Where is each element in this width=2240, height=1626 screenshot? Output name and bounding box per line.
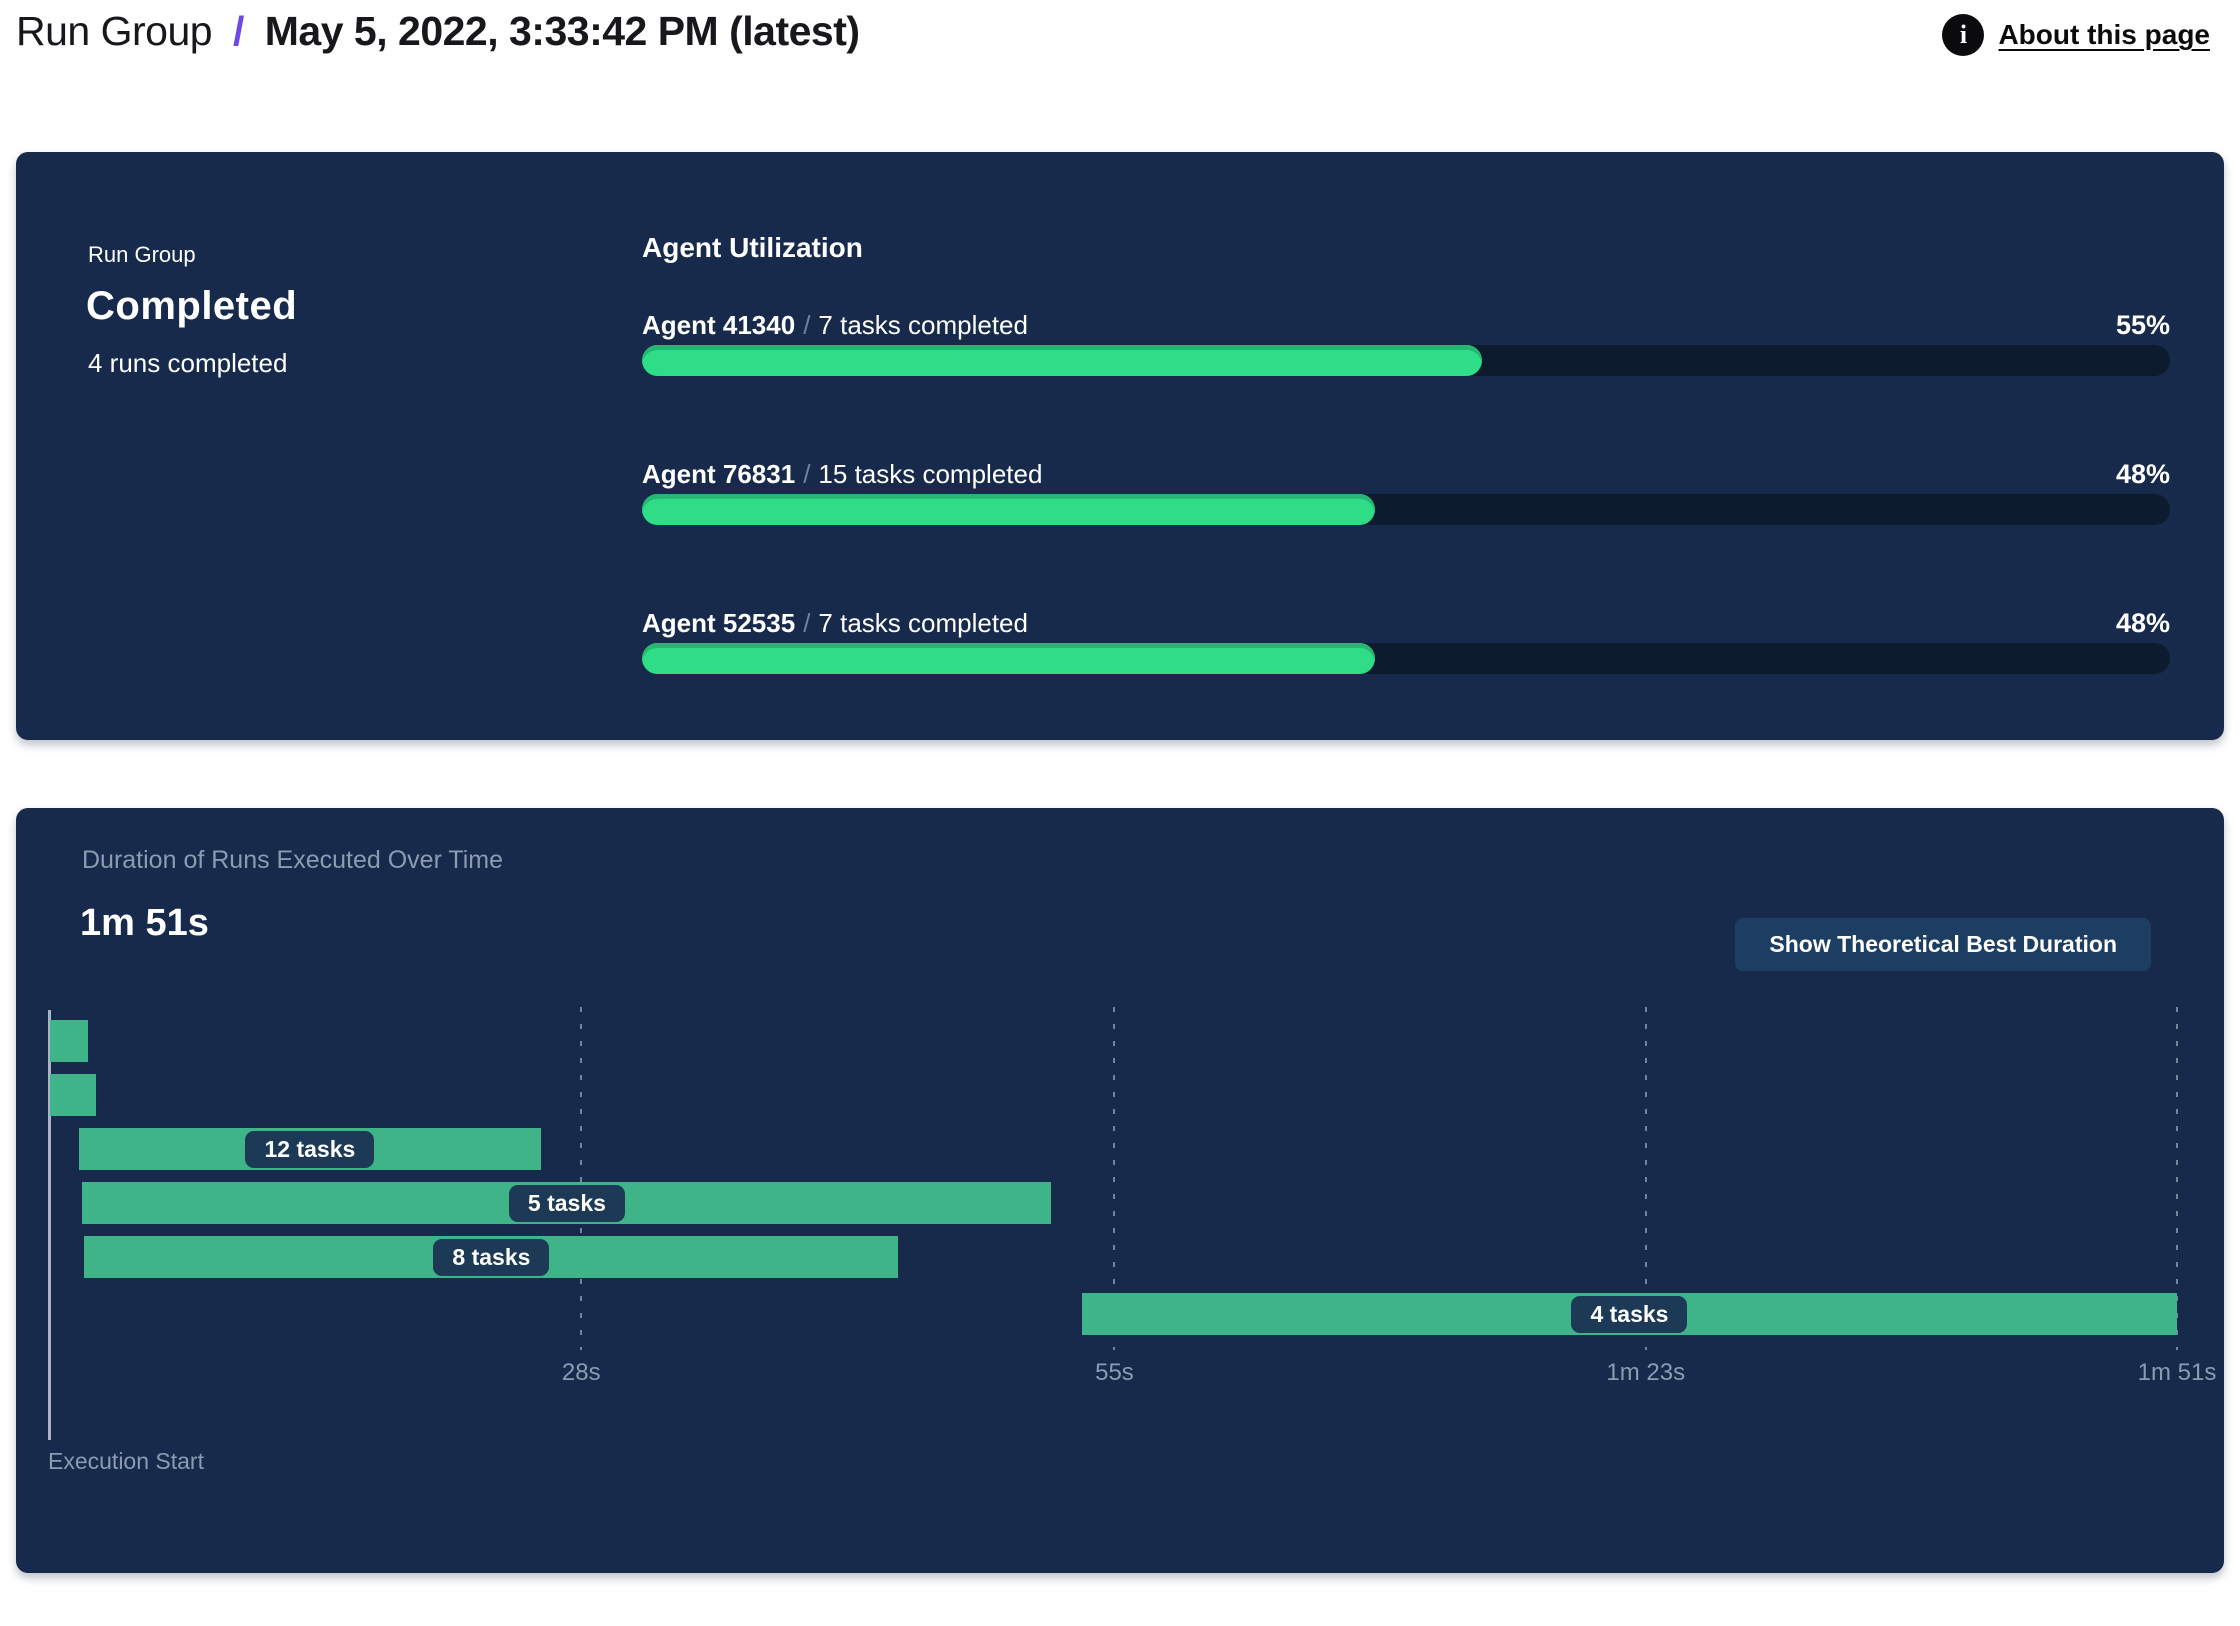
agent-tasks-completed: 15 tasks completed bbox=[818, 459, 1043, 489]
duration-chart-title: Duration of Runs Executed Over Time bbox=[82, 846, 504, 874]
run-duration-bar[interactable] bbox=[50, 1020, 89, 1062]
task-count-badge: 5 tasks bbox=[508, 1184, 625, 1222]
time-gridline bbox=[1113, 1007, 1116, 1350]
agent-label-slash: / bbox=[803, 310, 811, 340]
agent-progress-fill bbox=[642, 494, 1376, 525]
agent-row-label: Agent 76831/15 tasks completed bbox=[642, 459, 1942, 490]
info-icon: i bbox=[1942, 14, 1985, 56]
status-eyebrow: Run Group bbox=[88, 242, 196, 267]
task-count-badge: 4 tasks bbox=[1571, 1295, 1688, 1333]
run-duration-bar[interactable]: 8 tasks bbox=[84, 1236, 899, 1278]
agent-progress-fill bbox=[642, 643, 1376, 674]
agent-label-slash: / bbox=[803, 608, 811, 638]
breadcrumb-separator: / bbox=[232, 8, 244, 54]
agent-row-label: Agent 52535/7 tasks completed bbox=[642, 608, 1942, 639]
axis-tick-label: 1m 51s bbox=[2137, 1359, 2217, 1386]
status-value: Completed bbox=[86, 284, 298, 328]
agent-utilization-percent: 48% bbox=[2115, 608, 2170, 638]
agent-progress-fill bbox=[642, 345, 1483, 376]
run-group-status-panel: Run Group Completed 4 runs completed Age… bbox=[16, 152, 2224, 740]
execution-start-label: Execution Start bbox=[48, 1448, 204, 1474]
axis-tick-label: 28s bbox=[561, 1359, 601, 1386]
duration-max-value: 1m 51s bbox=[80, 902, 209, 944]
agent-row-label: Agent 41340/7 tasks completed bbox=[642, 310, 1942, 341]
run-duration-bar[interactable]: 4 tasks bbox=[1081, 1293, 2177, 1335]
time-gridline bbox=[580, 1007, 583, 1350]
duration-panel: Duration of Runs Executed Over Time 1m 5… bbox=[16, 808, 2224, 1573]
about-this-page-link[interactable]: i About this page bbox=[1942, 14, 2210, 56]
run-duration-bar[interactable] bbox=[50, 1074, 96, 1116]
agent-tasks-completed: 7 tasks completed bbox=[818, 608, 1028, 638]
time-gridline bbox=[2176, 1007, 2178, 1350]
axis-tick-label: 1m 23s bbox=[1606, 1359, 1686, 1386]
status-subtext: 4 runs completed bbox=[88, 348, 288, 378]
agent-name: Agent 52535 bbox=[642, 608, 796, 638]
agent-name: Agent 76831 bbox=[642, 459, 796, 489]
agent-tasks-completed: 7 tasks completed bbox=[818, 310, 1028, 340]
breadcrumb-root: Run Group bbox=[16, 8, 213, 54]
page-title-date: May 5, 2022, 3:33:42 PM (latest) bbox=[264, 8, 860, 54]
agent-name: Agent 41340 bbox=[642, 310, 796, 340]
gantt-chart: 28s 55s 1m 23s 1m 51s 12 tasks 5 tasks 8 tasks… bbox=[48, 1007, 2216, 1477]
page-title: Run Group / May 5, 2022, 3:33:42 PM (lat… bbox=[16, 8, 2224, 55]
page-header: Run Group / May 5, 2022, 3:33:42 PM (lat… bbox=[16, 8, 2224, 68]
axis-tick-label: 55s bbox=[1095, 1359, 1134, 1386]
run-duration-bar[interactable]: 5 tasks bbox=[82, 1182, 1052, 1224]
agent-progress-track bbox=[642, 494, 2170, 525]
about-link-label: About this page bbox=[1998, 19, 2210, 50]
agent-label-slash: / bbox=[803, 459, 811, 489]
task-count-badge: 8 tasks bbox=[433, 1238, 550, 1276]
run-duration-bar[interactable]: 12 tasks bbox=[78, 1128, 542, 1170]
execution-start-axis-line bbox=[48, 1010, 51, 1440]
agent-utilization-heading: Agent Utilization bbox=[642, 232, 863, 263]
agent-progress-track bbox=[642, 345, 2170, 376]
agent-progress-track bbox=[642, 643, 2170, 674]
show-theoretical-best-duration-button[interactable]: Show Theoretical Best Duration bbox=[1735, 918, 2151, 971]
task-count-badge: 12 tasks bbox=[245, 1130, 375, 1168]
time-gridline bbox=[1644, 1007, 1647, 1350]
agent-utilization-percent: 55% bbox=[2115, 310, 2170, 340]
agent-utilization-percent: 48% bbox=[2115, 459, 2170, 489]
